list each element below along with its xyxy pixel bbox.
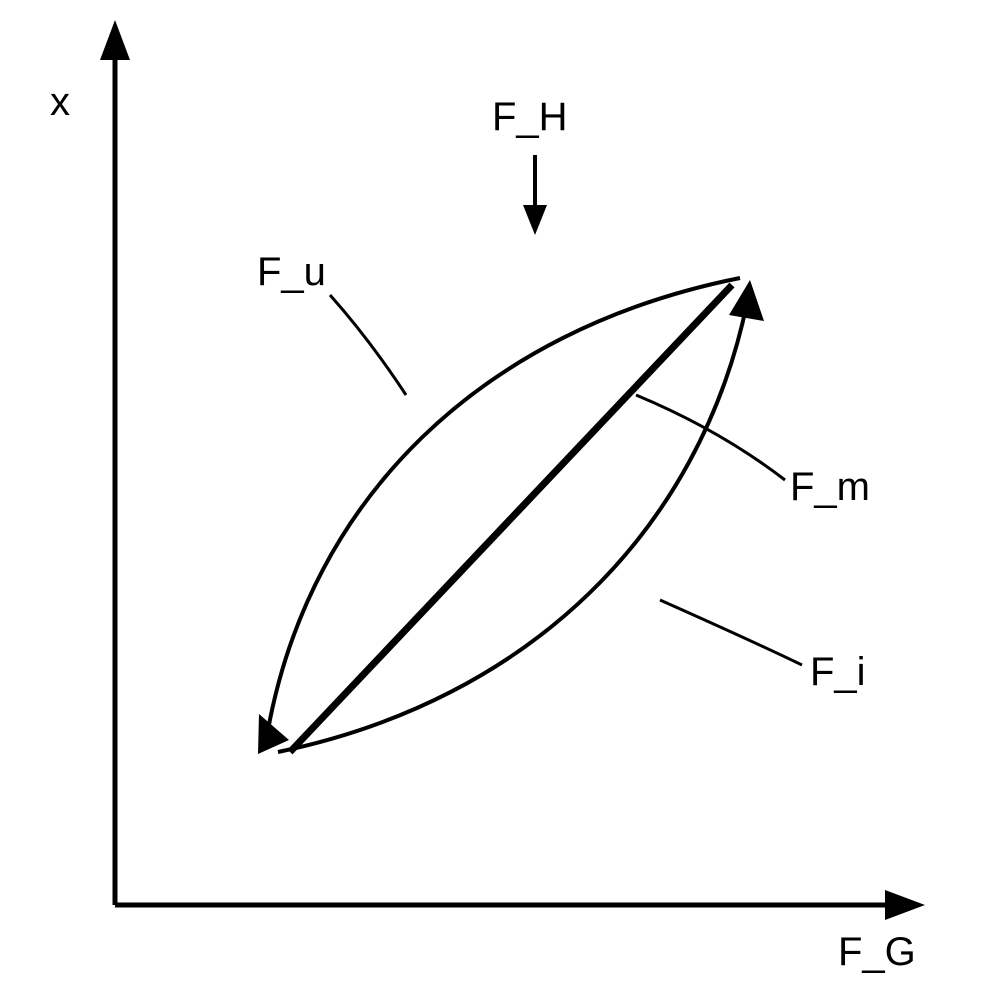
y-axis-arrow <box>100 20 130 60</box>
leader-fm <box>636 395 785 480</box>
leader-fu <box>330 295 406 395</box>
curve-fm <box>290 285 732 752</box>
curve-fi-arrow <box>729 280 764 321</box>
diagram-container: x F_G F_H F_u F_m F_i <box>0 0 985 1000</box>
curve-fu-arrow <box>258 714 289 754</box>
label-fh: F_H <box>492 95 568 139</box>
leader-fi <box>660 600 802 665</box>
x-axis-label: F_G <box>838 930 916 974</box>
x-axis-arrow <box>885 890 925 920</box>
y-axis-label: x <box>50 80 70 124</box>
label-fi: F_i <box>810 650 866 694</box>
label-fm: F_m <box>790 465 870 509</box>
diagram-svg: x F_G F_H F_u F_m F_i <box>0 0 985 1000</box>
fh-arrow-head <box>523 205 547 235</box>
label-fu: F_u <box>257 250 326 294</box>
